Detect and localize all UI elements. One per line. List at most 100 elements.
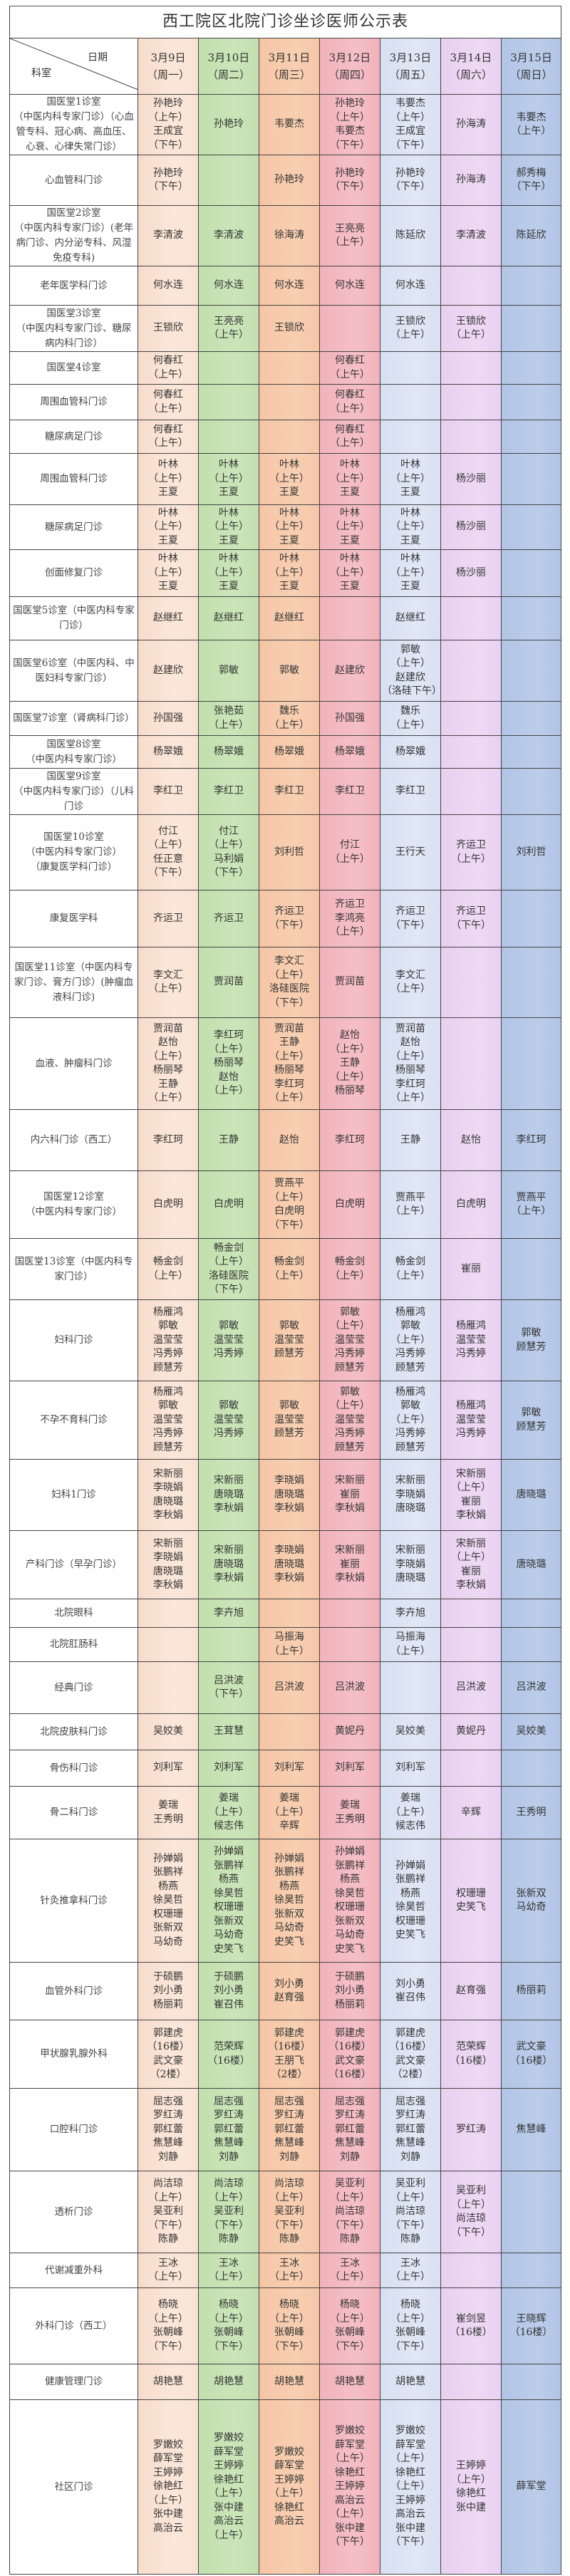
doctor-cell xyxy=(380,1661,441,1714)
doctor-cell xyxy=(500,947,562,1018)
doctor-cell: 屈志强 罗红涛 郭红蕾 焦慧峰 刘静 xyxy=(138,2088,199,2171)
doctor-cell: 何水连 xyxy=(380,266,441,306)
doctor-cell: 李文汇 （上午） xyxy=(380,947,441,1018)
doctor-cell: 贾润苗 赵怡 （上午） 杨丽琴 王静 （上午） xyxy=(138,1017,199,1110)
department-name: 健康管理门诊 xyxy=(9,2364,138,2400)
doctor-cell: 何水连 xyxy=(319,266,380,306)
doctor-cell: 赵继红 xyxy=(138,596,199,640)
doctor-cell: 李红卫 xyxy=(138,768,199,815)
doctor-cell: 唐晓璐 xyxy=(500,1530,562,1599)
doctor-cell: 马振海 （上午） xyxy=(259,1627,320,1662)
doctor-cell xyxy=(440,2253,502,2288)
doctor-cell: 薛军堂 xyxy=(500,2399,562,2575)
doctor-cell: 王锁欣 xyxy=(138,305,199,352)
doctor-cell: 郭建虎 （16楼） 武文豪 （16楼） xyxy=(319,2020,380,2089)
doctor-cell: 郭敏 xyxy=(259,640,320,702)
doctor-cell: 宋新丽 崔丽 李秋娟 xyxy=(319,1530,380,1599)
day-date: 3月13日 xyxy=(389,51,432,64)
doctor-cell: 赵继红 xyxy=(259,596,320,640)
doctor-cell xyxy=(138,1661,199,1714)
doctor-cell: 黄妮丹 xyxy=(319,1713,380,1750)
doctor-cell: 王冰 （上午） xyxy=(380,2253,441,2288)
department-name: 国医堂8诊室 （中医内科专家门诊） xyxy=(9,735,138,769)
doctor-cell: 徐海涛 xyxy=(259,205,320,266)
doctor-cell: 范荣辉 （16楼） xyxy=(440,2020,502,2089)
table-row: 糖尿病足门诊 何春红 （上午） 何春红 （上午） xyxy=(9,420,562,454)
doctor-cell: 宋新丽 李晓娟 唐晓璐 李秋娟 xyxy=(138,1459,199,1531)
doctor-cell: 赵怡 （上午） 王静 （上午） 杨丽琴 xyxy=(319,1017,380,1110)
department-axis-label: 科室 xyxy=(31,68,51,79)
doctor-cell: 姜瑞 王秀明 xyxy=(319,1786,380,1839)
day-date: 3月12日 xyxy=(328,51,371,64)
doctor-cell xyxy=(440,1750,502,1787)
doctor-cell xyxy=(500,1599,562,1628)
table-row: 甲状腺乳腺外科 郭建虎 （16楼） 武文豪 （2楼） 范荣辉 （16楼） 郭建虎 （1… xyxy=(9,2020,562,2089)
date-axis-label: 日期 xyxy=(88,52,108,63)
doctor-cell xyxy=(500,305,562,352)
doctor-cell: 贾润苗 xyxy=(198,947,259,1018)
doctor-cell: 杨雁鸿 郭敏 （上午） 冯秀婷 顾慧芳 xyxy=(380,1381,441,1460)
table-row: 产科门诊（早孕门诊） 宋新丽 李晓娟 唐晓璐 李秋娟 宋新丽 唐晓璐 李秋娟 李晓娟 … xyxy=(9,1530,562,1599)
doctor-cell xyxy=(500,549,562,597)
doctor-cell: 杨雁鸿 温莹莹 冯秀婷 xyxy=(440,1381,502,1460)
department-name: 甲状腺乳腺外科 xyxy=(9,2020,138,2089)
doctor-cell: 李晓娟 唐晓璐 李秋娟 xyxy=(259,1530,320,1599)
department-name: 针灸推拿科门诊 xyxy=(9,1839,138,1963)
doctor-cell: 杨雁鸿 郭敏 温莹莹 冯秀婷 顾慧芳 xyxy=(138,1381,199,1460)
department-name: 北院肛肠科 xyxy=(9,1627,138,1662)
doctor-cell xyxy=(319,1599,380,1628)
doctor-cell: 王婷婷 （上午） 徐艳红 张中建 xyxy=(440,2399,502,2575)
table-row: 国医堂12诊室 （中医内科专家门诊） 白虎明 白虎明 贾燕平 （上午） 白虎明 （下午… xyxy=(9,1170,562,1239)
doctor-cell xyxy=(500,1238,562,1300)
doctor-cell: 畅金剑 （上午） xyxy=(138,1238,199,1300)
doctor-cell: 韦要杰 （上午） 王成宜 （下午） xyxy=(380,94,441,155)
doctor-cell xyxy=(500,351,562,385)
doctor-cell: 吴姣美 xyxy=(380,1713,441,1750)
doctor-cell: 宋新丽 李晓娟 唐晓璐 李秋娟 xyxy=(138,1530,199,1599)
doctor-cell: 唐晓璐 xyxy=(500,1459,562,1531)
table-row: 骨二科门诊 姜瑞 王秀明 姜瑞 （上午） 候志伟 姜瑞 （上午） 辛辉 姜瑞 王秀明 姜瑞… xyxy=(9,1786,562,1839)
doctor-cell: 郭敏 （上午） 温莹莹 冯秀婷 顾慧芳 xyxy=(319,1299,380,1381)
doctor-cell: 白虎明 xyxy=(319,1170,380,1239)
table-row: 北院肛肠科 马振海 （上午） 马振海 （上午） xyxy=(9,1627,562,1662)
table-row: 妇科1门诊 宋新丽 李晓娟 唐晓璐 李秋娟 宋新丽 唐晓璐 李秋娟 李晓娟 唐晓璐 李… xyxy=(9,1459,562,1531)
doctor-cell: 何水连 xyxy=(259,266,320,306)
doctor-cell: 魏乐 （上午） xyxy=(259,701,320,736)
doctor-cell: 齐运卫 xyxy=(138,890,199,947)
doctor-cell xyxy=(440,266,502,306)
doctor-cell: 杨沙丽 xyxy=(440,453,502,505)
doctor-cell xyxy=(440,640,502,702)
department-name: 国医堂7诊室（肾病科门诊） xyxy=(9,701,138,736)
doctor-cell xyxy=(440,420,502,454)
department-name: 社区门诊 xyxy=(9,2399,138,2575)
doctor-cell: 李红珂 （上午） 杨丽琴 赵怡 （上午） xyxy=(198,1017,259,1110)
doctor-cell: 李文汇 （上午） 洛硅医院 （下午） xyxy=(259,947,320,1018)
doctor-cell: 胡艳慧 xyxy=(319,2364,380,2400)
doctor-cell: 王茸慧 xyxy=(198,1713,259,1750)
doctor-cell xyxy=(500,2171,562,2253)
doctor-cell xyxy=(500,266,562,306)
doctor-cell: 郭敏 （上午） 温莹莹 冯秀婷 顾慧芳 xyxy=(319,1381,380,1460)
table-row: 健康管理门诊 胡艳慧 胡艳慧 胡艳慧 胡艳慧 胡艳慧 xyxy=(9,2364,562,2400)
doctor-cell xyxy=(500,640,562,702)
table-row: 国医堂1诊室 （中医内科专家门诊）（心血管专科、冠心病、高血压、心衰、心律失常门… xyxy=(9,94,562,155)
doctor-cell xyxy=(500,453,562,505)
doctor-cell xyxy=(259,351,320,385)
doctor-cell: 刘利军 xyxy=(380,1750,441,1787)
doctor-cell xyxy=(198,351,259,385)
doctor-cell: 陈延欣 xyxy=(380,205,441,266)
doctor-cell: 郭敏 顾慧芳 xyxy=(500,1381,562,1460)
doctor-cell: 孙艳玲 （上午） 韦要杰 （下午） xyxy=(319,94,380,155)
table-row: 血液、肿瘤科门诊 贾润苗 赵怡 （上午） 杨丽琴 王静 （上午） 李红珂 （上午） … xyxy=(9,1017,562,1110)
doctor-cell: 辛辉 xyxy=(440,1786,502,1839)
doctor-cell: 郭敏 温莹莹 顾慧芳 xyxy=(259,1381,320,1460)
table-row: 国医堂7诊室（肾病科门诊） 孙国强 张艳茹 （上午） 魏乐 （上午） 孙国强 魏乐 （上午… xyxy=(9,701,562,736)
doctor-cell: 于硕鹏 刘小勇 崔召伟 xyxy=(198,1962,259,2020)
doctor-cell: 贾润苗 赵怡 （上午） 杨丽琴 李红珂 （上午） xyxy=(380,1017,441,1110)
doctor-cell: 尚洁琼 （上午） 吴亚利 （下午） 陈静 xyxy=(198,2171,259,2253)
doctor-cell: 叶林 （上午） 王夏 xyxy=(319,549,380,597)
doctor-cell: 罗嫩姣 薛军堂 （上午） 徐艳红 王婷婷 高治云 （上午） 张中建 （下午） xyxy=(319,2399,380,2575)
doctor-cell: 杨晓 （上午） 张朝峰 （下午） xyxy=(198,2287,259,2364)
doctor-cell: 李红珂 xyxy=(500,1109,562,1171)
department-name: 国医堂13诊室（中医内科专家门诊） xyxy=(9,1238,138,1300)
